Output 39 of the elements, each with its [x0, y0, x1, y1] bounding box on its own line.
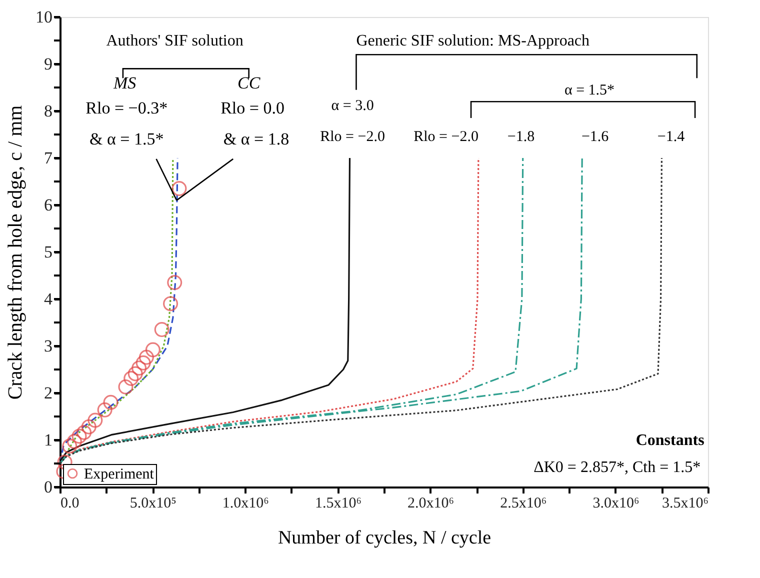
annotation: MS: [112, 74, 137, 93]
x-tick-label: 1.0x10⁶: [222, 496, 269, 512]
y-tick-label: 9: [44, 54, 52, 74]
x-tick-label: 3.5x10⁶: [662, 496, 708, 512]
y-tick-label: 3: [44, 336, 52, 356]
annotation: CC: [238, 74, 261, 93]
annotation: ΔK0 = 2.857*, Cth = 1.5*: [534, 458, 701, 476]
annotation: Constants: [636, 432, 704, 449]
annotation: −1.8: [507, 128, 535, 145]
x-tick-label: 0.0: [60, 496, 80, 512]
annotation: α = 1.5*: [564, 82, 615, 98]
y-tick-label: 7: [44, 148, 53, 168]
annotation: −1.6: [581, 128, 610, 145]
y-tick-label: 10: [36, 8, 52, 26]
y-tick-label: 2: [44, 384, 52, 402]
legend-label: Experiment: [84, 466, 155, 482]
annotation: Rlo = −2.0: [414, 128, 478, 145]
y-tick-label: 1: [44, 430, 52, 450]
x-tick-label: 2.5x10⁶: [500, 496, 547, 512]
x-tick-label: 2.0x10⁶: [408, 496, 454, 512]
annotation: α = 3.0: [331, 98, 374, 114]
annotation: Rlo = −2.0: [320, 128, 385, 145]
annotation: & α = 1.5*: [90, 130, 164, 149]
annotation: Authors' SIF solution: [106, 32, 244, 50]
x-tick-label: 5.0x10⁵: [130, 496, 176, 512]
y-tick-label: 5: [44, 242, 52, 262]
x-axis-title: Number of cycles, N / cycle: [278, 528, 492, 548]
y-axis-title: Crack length from hole edge, c / mm: [4, 104, 26, 400]
y-tick-label: 0: [44, 478, 52, 496]
x-tick-label: 1.5x10⁶: [314, 496, 362, 512]
annotation: & α = 1.8: [223, 130, 290, 149]
x-tick-label: 3.0x10⁶: [592, 496, 640, 512]
y-tick-label: 4: [44, 290, 53, 308]
annotation: Rlo = −0.3*: [86, 98, 168, 118]
y-tick-label: 8: [44, 102, 52, 120]
annotation: −1.4: [657, 128, 686, 145]
annotation: Generic SIF solution: MS-Approach: [356, 32, 590, 50]
annotation: Rlo = 0.0: [220, 98, 284, 118]
y-tick-label: 6: [44, 196, 52, 214]
